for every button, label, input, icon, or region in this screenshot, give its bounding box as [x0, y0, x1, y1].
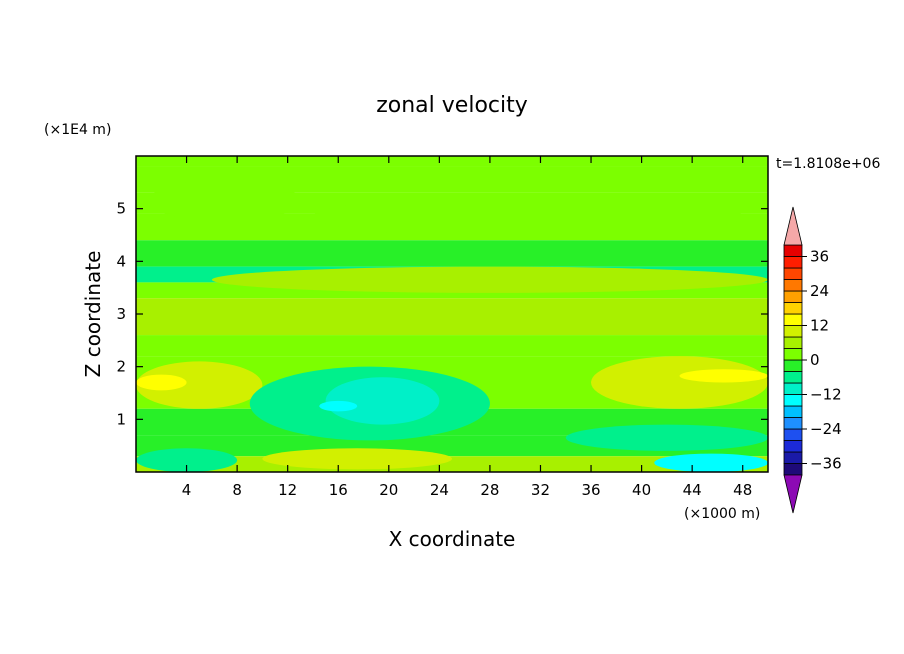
- contour-feature-5: [591, 356, 768, 409]
- x-tick-label: 36: [581, 481, 600, 499]
- x-tick-label: 32: [531, 481, 550, 499]
- contour-band-8: [136, 335, 768, 357]
- contour-feature-11: [136, 448, 238, 472]
- x-tick-label: 48: [733, 481, 752, 499]
- x-unit-label: (×1000 m): [684, 506, 760, 522]
- contour-feature-1: [312, 195, 743, 238]
- colorbar-swatch: [783, 244, 803, 257]
- colorbar-label: 12: [810, 317, 829, 335]
- contour-feature-8: [325, 377, 440, 425]
- contour-band-7: [136, 298, 768, 336]
- y-axis: 1 2 3 4 5: [116, 200, 768, 428]
- contour-feature-6: [679, 369, 768, 383]
- x-tick-label: 28: [480, 481, 499, 499]
- colorbar-swatch: [783, 256, 803, 269]
- colorbar-swatch: [783, 325, 803, 338]
- colorbar-swatch: [783, 394, 803, 407]
- colorbar-swatch: [783, 440, 803, 453]
- x-tick-label: 8: [232, 481, 242, 499]
- colorbar-swatch: [783, 428, 803, 441]
- contour-feature-4: [136, 374, 187, 391]
- contour-feature-10: [262, 448, 453, 470]
- colorbar-label: 36: [810, 248, 829, 266]
- x-tick-label: 24: [430, 481, 449, 499]
- contour-band-0: [136, 156, 768, 167]
- colorbar-swatch: [783, 313, 803, 326]
- y-tick-label: 4: [116, 252, 126, 270]
- y-tick-label: 1: [116, 410, 126, 428]
- contour-feature-12: [565, 424, 768, 451]
- colorbar-swatch: [783, 382, 803, 395]
- y-tick-label: 5: [116, 200, 126, 218]
- colorbar-swatch: [783, 371, 803, 384]
- contour-feature-3: [136, 361, 263, 409]
- colorbar-label: 0: [810, 351, 820, 369]
- contour-feature-2: [211, 266, 768, 293]
- colorbar-swatch: [783, 302, 803, 315]
- colorbar: 36 24 12 0 −12 −24 −36: [783, 206, 842, 514]
- x-tick-label: 40: [632, 481, 651, 499]
- colorbar-swatch: [783, 267, 803, 280]
- y-tick-label: 3: [116, 305, 126, 323]
- x-tick-label: 12: [278, 481, 297, 499]
- contour-feature-13: [654, 453, 768, 472]
- y-tick-label: 2: [116, 358, 126, 376]
- x-tick-label: 44: [683, 481, 702, 499]
- colorbar-label: −12: [810, 386, 842, 404]
- contour-feature-0: [148, 179, 301, 222]
- x-tick-label: 4: [182, 481, 192, 499]
- y-unit-label: (×1E4 m): [44, 122, 111, 138]
- contour-feature-9: [319, 400, 358, 412]
- colorbar-label: 24: [810, 282, 829, 300]
- colorbar-swatch: [783, 290, 803, 303]
- contour-field: [136, 156, 768, 472]
- time-label: t=1.8108e+06: [776, 156, 880, 172]
- x-tick-label: 16: [329, 481, 348, 499]
- colorbar-over-arrow: [783, 206, 803, 246]
- colorbar-swatch: [783, 359, 803, 372]
- colorbar-swatch: [783, 451, 803, 464]
- x-axis: 4 8 12 16 20 24 28 32 36 40 44 48: [182, 156, 752, 499]
- y-axis-label: Z coordinate: [81, 251, 105, 378]
- colorbar-swatch: [783, 463, 803, 476]
- chart-title: zonal velocity: [376, 93, 528, 118]
- colorbar-swatch: [783, 279, 803, 292]
- colorbar-label: −36: [810, 455, 842, 473]
- x-tick-label: 20: [379, 481, 398, 499]
- contour-band-4: [136, 240, 768, 267]
- colorbar-swatch: [783, 348, 803, 361]
- x-axis-label: X coordinate: [389, 527, 516, 551]
- colorbar-swatch: [783, 417, 803, 430]
- colorbar-swatch: [783, 405, 803, 418]
- colorbar-under-arrow: [783, 474, 803, 514]
- colorbar-label: −24: [810, 420, 842, 438]
- colorbar-swatch: [783, 336, 803, 349]
